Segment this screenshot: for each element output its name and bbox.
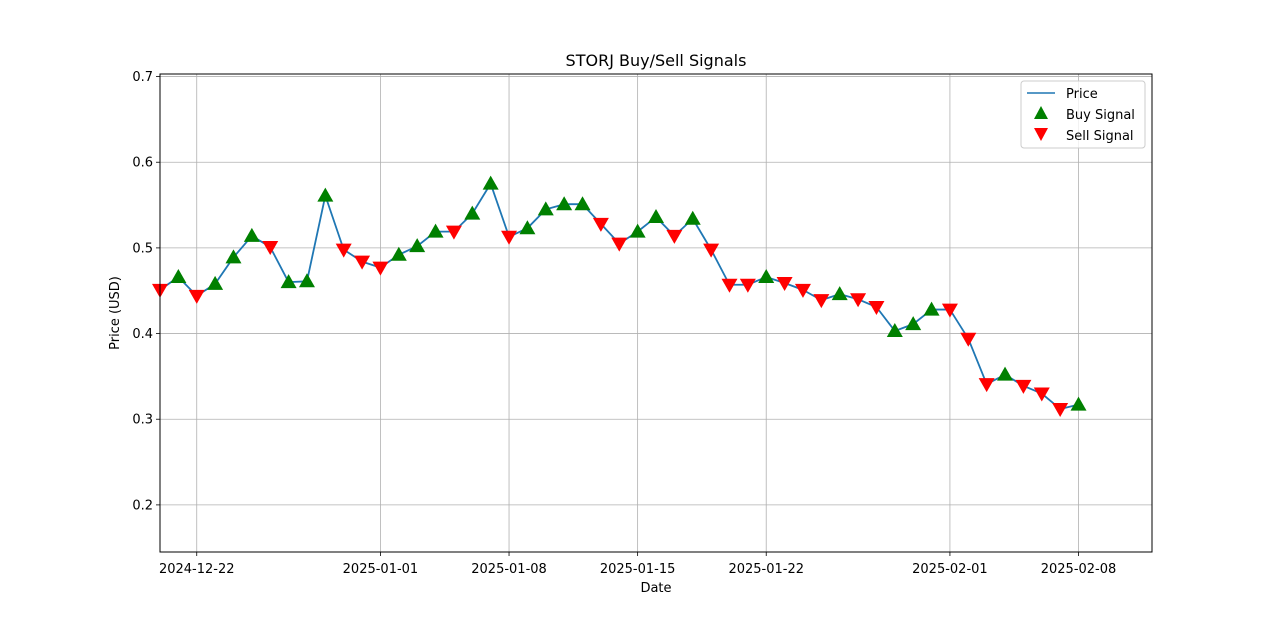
x-tick-label: 2025-01-08 [471,562,547,577]
sell-signal-marker [1033,387,1050,402]
legend: Price Buy Signal Sell Signal [1020,80,1146,149]
buy-signal-marker [482,175,499,190]
buy-signal-marker [409,238,426,253]
buy-signal-marker [519,220,536,235]
x-tick-label: 2025-02-08 [1041,562,1117,577]
sell-signal-marker [703,243,720,258]
buy-signal-marker [629,223,646,238]
sell-signal-marker [592,217,609,232]
buy-signal-marker [1070,396,1087,411]
sell-signal-marker [941,303,958,318]
sell-signal-marker [501,230,518,245]
sell-signal-marker [335,243,352,258]
legend-price-label: Price [1066,87,1098,102]
buy-signal-marker [923,301,940,316]
sell-signal-marker [739,278,756,293]
sell-signal-marker [960,332,977,347]
x-tick-label: 2025-02-01 [912,562,988,577]
sell-signal-marker [262,241,279,256]
buy-signal-marker [574,196,591,211]
buy-signal-marker [537,201,554,216]
price-line [159,182,1079,410]
buy-signal-marker [390,246,407,261]
buy-signal-marker [243,227,260,242]
sell-signal-marker [666,229,683,244]
legend-box [1020,80,1146,149]
x-tick-label: 2025-01-22 [728,562,804,577]
buy-signal-marker [280,274,297,289]
sell-signal-marker [813,294,830,309]
sell-signal-marker [776,277,793,292]
x-tick-label: 2025-01-15 [600,562,676,577]
plot-frame [159,73,1153,553]
tick-layer: 2024-12-22 2025-01-01 2025-01-08 2025-01-15… [132,70,1116,577]
sell-signal-marker [1015,379,1032,394]
x-tick-label: 2025-01-01 [343,562,419,577]
buy-signal-marker [556,196,573,211]
sell-signal-marker [611,237,628,252]
sell-signal-marker [868,301,885,316]
buy-signal-marker [298,273,315,288]
buy-signal-marker [207,275,224,290]
buy-signal-marker [648,209,664,224]
y-tick-label: 0.5 [132,241,153,256]
sell-signal-marker [1052,402,1069,417]
sell-signal-marker [445,225,462,240]
buy-signal-marker [886,322,903,337]
legend-buy-swatch [1034,106,1048,119]
buy-signal-marker [905,316,922,331]
buy-signal-marker [225,249,242,264]
buy-signal-marker [758,269,775,284]
sell-signal-marker [850,293,867,308]
buy-signal-marker [684,210,701,225]
y-tick-label: 0.3 [132,413,153,428]
legend-sell-label: Sell Signal [1066,129,1134,144]
sell-signal-marker [721,278,738,293]
buy-signal-marker [831,286,848,301]
series-layer [159,182,1079,410]
y-tick-label: 0.4 [132,327,153,342]
y-tick-label: 0.2 [132,498,153,513]
y-axis-label: Price (USD) [108,276,123,350]
buy-signal-marker [317,187,334,202]
y-tick-label: 0.6 [132,156,153,171]
chart-title: STORJ Buy/Sell Signals [566,51,747,70]
marker-layer [152,175,1087,417]
sell-signal-marker [188,289,205,304]
buy-signal-marker [427,223,444,238]
sell-signal-marker [372,261,389,276]
sell-signal-marker [794,283,811,298]
x-tick-label: 2024-12-22 [159,562,235,577]
grid-layer [160,74,1152,552]
buy-signal-marker [997,366,1014,381]
sell-signal-marker [354,255,371,270]
y-tick-label: 0.7 [132,70,153,85]
legend-buy-label: Buy Signal [1066,108,1135,123]
buy-signal-marker [170,269,187,284]
x-axis-label: Date [640,581,671,596]
sell-signal-marker [978,378,995,393]
buy-signal-marker [464,205,481,220]
legend-sell-swatch [1034,128,1048,141]
